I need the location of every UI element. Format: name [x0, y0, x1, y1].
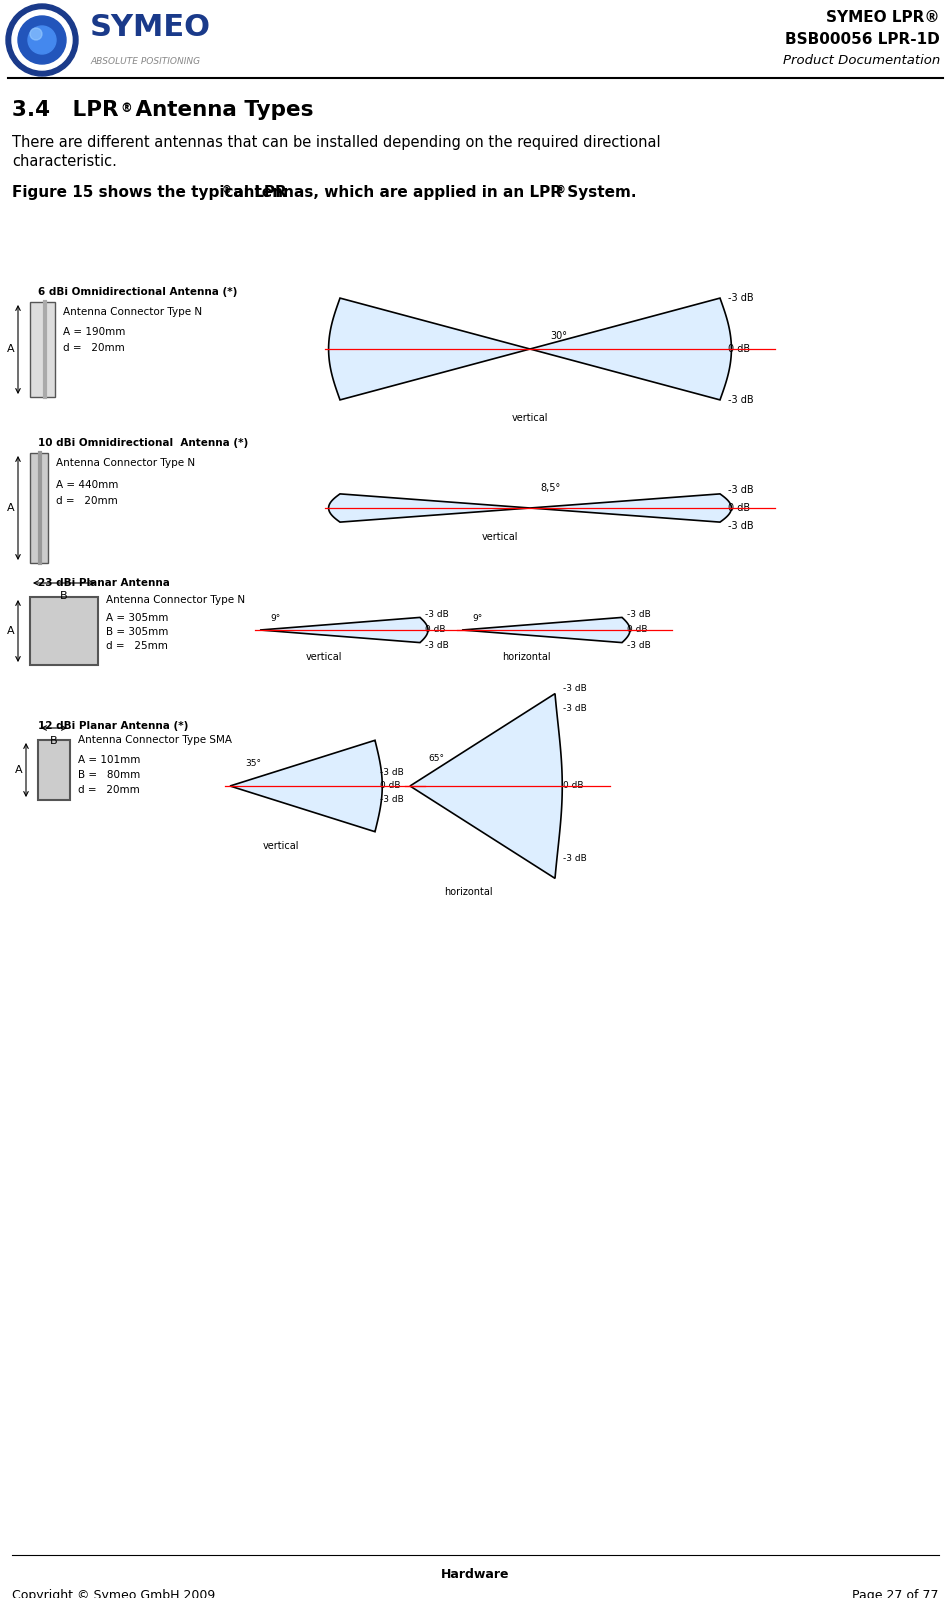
Text: 23 dBi Planar Antenna: 23 dBi Planar Antenna: [38, 578, 170, 588]
Circle shape: [18, 16, 66, 64]
Text: Hardware: Hardware: [440, 1569, 509, 1582]
Text: 0 dB: 0 dB: [425, 625, 445, 634]
Polygon shape: [530, 299, 731, 400]
Text: Antenna Connector Type N: Antenna Connector Type N: [63, 307, 203, 316]
Text: -3 dB: -3 dB: [728, 521, 753, 531]
Text: B =   80mm: B = 80mm: [78, 770, 140, 780]
Text: ABSOLUTE POSITIONING: ABSOLUTE POSITIONING: [90, 58, 200, 67]
Text: -3 dB: -3 dB: [425, 610, 449, 618]
Text: 0 dB: 0 dB: [728, 344, 750, 355]
Text: vertical: vertical: [482, 532, 518, 542]
Text: A = 305mm: A = 305mm: [106, 614, 168, 623]
Bar: [30, 452, 48, 562]
Text: -3 dB: -3 dB: [380, 796, 404, 804]
Text: vertical: vertical: [306, 652, 342, 662]
Text: B: B: [50, 737, 58, 746]
Circle shape: [28, 26, 56, 54]
Text: Antenna Connector Type N: Antenna Connector Type N: [106, 594, 245, 606]
Text: 9°: 9°: [270, 614, 281, 623]
Text: -3 dB: -3 dB: [563, 705, 587, 713]
Text: A = 440mm: A = 440mm: [56, 479, 118, 491]
Text: ®: ®: [120, 102, 132, 115]
Text: 10 dBi Omnidirectional  Antenna (*): 10 dBi Omnidirectional Antenna (*): [38, 438, 248, 447]
Text: 3.4   LPR: 3.4 LPR: [12, 101, 119, 120]
Circle shape: [6, 5, 78, 77]
Text: A: A: [8, 503, 15, 513]
Text: ®: ®: [222, 185, 232, 195]
Text: vertical: vertical: [262, 841, 299, 850]
Text: 65°: 65°: [428, 754, 444, 762]
Bar: [38, 740, 70, 801]
Text: Product Documentation: Product Documentation: [783, 53, 940, 67]
Text: d =   20mm: d = 20mm: [63, 344, 125, 353]
Text: d =   20mm: d = 20mm: [56, 495, 118, 507]
Text: B = 305mm: B = 305mm: [106, 626, 168, 638]
Text: SYMEO LPR®: SYMEO LPR®: [826, 11, 940, 26]
Text: antennas, which are applied in an LPR: antennas, which are applied in an LPR: [228, 184, 562, 200]
Polygon shape: [462, 617, 630, 642]
Text: System.: System.: [562, 184, 636, 200]
Text: Copyright © Symeo GmbH 2009: Copyright © Symeo GmbH 2009: [12, 1588, 215, 1598]
Text: A = 190mm: A = 190mm: [63, 328, 126, 337]
Text: 0 dB: 0 dB: [563, 781, 584, 791]
Text: -3 dB: -3 dB: [627, 610, 650, 618]
Text: Antenna Types: Antenna Types: [128, 101, 314, 120]
Text: There are different antennas that can be installed depending on the required dir: There are different antennas that can be…: [12, 136, 661, 150]
Text: 12 dBi Planar Antenna (*): 12 dBi Planar Antenna (*): [38, 721, 188, 730]
Text: -3 dB: -3 dB: [728, 484, 753, 495]
Bar: [30, 302, 55, 396]
Text: Antenna Connector Type SMA: Antenna Connector Type SMA: [78, 735, 232, 745]
Circle shape: [30, 29, 42, 40]
Text: characteristic.: characteristic.: [12, 153, 117, 168]
Text: 8,5°: 8,5°: [540, 483, 560, 492]
Bar: [30, 598, 98, 665]
Text: BSB00056 LPR-1D: BSB00056 LPR-1D: [786, 32, 940, 48]
Polygon shape: [329, 494, 530, 523]
Text: d =   25mm: d = 25mm: [106, 641, 168, 650]
Text: 6 dBi Omnidirectional Antenna (*): 6 dBi Omnidirectional Antenna (*): [38, 288, 238, 297]
Text: -3 dB: -3 dB: [563, 853, 587, 863]
Text: 9°: 9°: [472, 614, 482, 623]
Text: A: A: [8, 345, 15, 355]
Text: d =   20mm: d = 20mm: [78, 785, 140, 794]
Text: SYMEO: SYMEO: [90, 13, 211, 43]
Polygon shape: [329, 299, 530, 400]
Text: Page 27 of 77: Page 27 of 77: [852, 1588, 939, 1598]
Text: horizontal: horizontal: [444, 887, 493, 898]
Text: A: A: [15, 765, 23, 775]
Text: vertical: vertical: [512, 412, 548, 423]
Text: 0 dB: 0 dB: [380, 781, 400, 791]
Text: -3 dB: -3 dB: [627, 641, 650, 650]
Text: horizontal: horizontal: [502, 652, 551, 662]
Polygon shape: [260, 617, 428, 642]
Text: Figure 15 shows the typical LPR: Figure 15 shows the typical LPR: [12, 184, 287, 200]
Text: -3 dB: -3 dB: [563, 684, 587, 694]
Polygon shape: [230, 740, 382, 831]
Text: 0 dB: 0 dB: [728, 503, 750, 513]
Text: 35°: 35°: [245, 759, 261, 767]
Text: -3 dB: -3 dB: [425, 641, 449, 650]
Circle shape: [12, 10, 72, 70]
Polygon shape: [410, 694, 562, 879]
Text: -3 dB: -3 dB: [380, 767, 404, 777]
Text: ®: ®: [556, 185, 566, 195]
Text: B: B: [60, 591, 68, 601]
Text: A = 101mm: A = 101mm: [78, 754, 141, 765]
Text: 0 dB: 0 dB: [627, 625, 648, 634]
Text: Antenna Connector Type N: Antenna Connector Type N: [56, 459, 195, 468]
Text: -3 dB: -3 dB: [728, 292, 753, 304]
Polygon shape: [530, 494, 731, 523]
Text: 30°: 30°: [550, 331, 567, 342]
Text: A: A: [8, 626, 15, 636]
Text: -3 dB: -3 dB: [728, 395, 753, 404]
